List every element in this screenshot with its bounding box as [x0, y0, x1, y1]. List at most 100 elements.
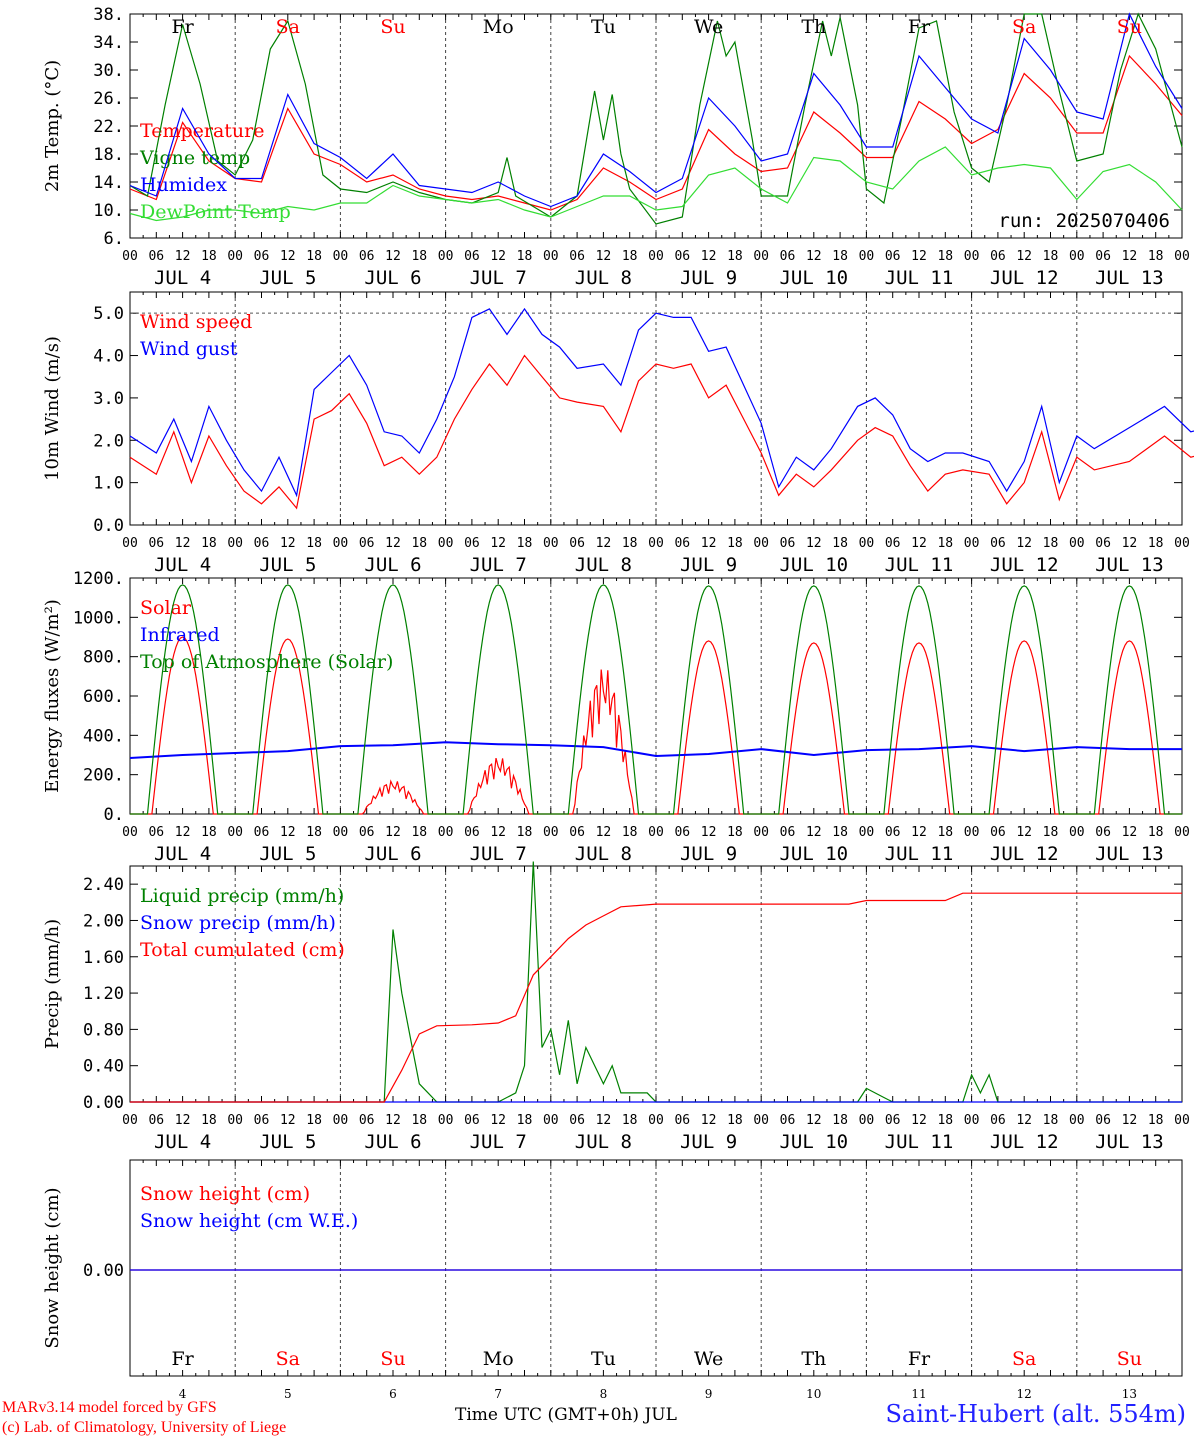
weekday-label-bottom: Fr — [908, 1348, 931, 1370]
hour-label: 00 — [964, 536, 980, 551]
y-tick-label: 2.00 — [83, 911, 124, 931]
hour-label: 12 — [596, 536, 612, 551]
hour-label: 00 — [753, 1113, 769, 1128]
weekday-label-top: Tu — [591, 16, 616, 38]
hour-label: 06 — [569, 536, 585, 551]
day-number-label: 8 — [600, 1387, 608, 1401]
y-tick-label: 4.0 — [93, 347, 124, 367]
day-label: JUL 11 — [885, 843, 954, 865]
hour-label: 00 — [964, 1113, 980, 1128]
day-label: JUL 11 — [885, 554, 954, 576]
hour-label: 00 — [438, 1113, 454, 1128]
hour-label: 12 — [1122, 249, 1138, 264]
hour-label: 00 — [333, 1113, 349, 1128]
day-label: JUL 4 — [154, 554, 211, 576]
hour-label: 18 — [937, 249, 953, 264]
hour-label: 06 — [674, 825, 690, 840]
y-tick-label: 1.20 — [83, 984, 124, 1004]
model-credit: MARv3.14 model forced by GFS (c) Lab. of… — [2, 1398, 286, 1438]
y-tick-label: 3.0 — [93, 389, 124, 409]
hour-label: 18 — [832, 249, 848, 264]
hour-label: 06 — [148, 825, 164, 840]
weekday-label-top: Th — [801, 16, 826, 38]
hour-label: 06 — [464, 1113, 480, 1128]
hour-label: 12 — [701, 536, 717, 551]
legend-entry: Total cumulated (cm) — [140, 939, 345, 961]
hour-label: 00 — [1069, 249, 1085, 264]
legend-entry: Wind speed — [140, 311, 252, 333]
hour-label: 12 — [701, 1113, 717, 1128]
hour-label: 00 — [859, 536, 875, 551]
y-tick-label: 2.0 — [93, 431, 124, 451]
weekday-label-bottom: Su — [1117, 1348, 1142, 1370]
day-label: JUL 12 — [990, 267, 1059, 289]
hour-label: 12 — [701, 249, 717, 264]
panel-3: 0. 200. 400. 600. 800. 1000. 1200. Energy fluxe… — [42, 569, 1190, 865]
day-label: JUL 13 — [1095, 554, 1164, 576]
hour-label: 06 — [359, 249, 375, 264]
hour-label: 00 — [1174, 825, 1190, 840]
hour-label: 00 — [753, 249, 769, 264]
y-tick-label: 1.60 — [83, 948, 124, 968]
y-tick-label: 2.40 — [83, 875, 124, 895]
hour-label: 18 — [727, 249, 743, 264]
hour-label: 18 — [1043, 825, 1059, 840]
y-tick-label: 1.0 — [93, 474, 124, 494]
y-axis-label: 10m Wind (m/s) — [42, 336, 63, 481]
hour-label: 18 — [727, 825, 743, 840]
hour-label: 00 — [859, 249, 875, 264]
hour-label: 12 — [596, 249, 612, 264]
panel-4: 0.00 0.40 0.80 1.20 1.60 2.00 2.40 Precip (mm/h… — [42, 861, 1190, 1153]
y-tick-label: 0.0 — [93, 516, 124, 536]
day-label: JUL 13 — [1095, 267, 1164, 289]
hour-label: 06 — [885, 536, 901, 551]
hour-label: 06 — [148, 536, 164, 551]
hour-label: 00 — [859, 1113, 875, 1128]
hour-label: 06 — [1095, 825, 1111, 840]
hour-label: 00 — [227, 249, 243, 264]
day-label: JUL 5 — [259, 554, 316, 576]
hour-label: 06 — [674, 249, 690, 264]
hour-label: 18 — [411, 1113, 427, 1128]
hour-label: 06 — [359, 1113, 375, 1128]
hour-label: 00 — [543, 249, 559, 264]
hour-label: 18 — [517, 249, 533, 264]
hour-label: 00 — [648, 1113, 664, 1128]
weekday-label-top: Su — [380, 16, 405, 38]
day-number-label: 5 — [284, 1387, 292, 1401]
hour-label: 12 — [701, 825, 717, 840]
day-label: JUL 7 — [470, 267, 527, 289]
series-line-1 — [129, 307, 1194, 498]
hour-label: 06 — [674, 1113, 690, 1128]
legend-entry: Snow height (cm) — [140, 1183, 310, 1205]
hour-label: 06 — [359, 825, 375, 840]
hour-label: 18 — [937, 1113, 953, 1128]
y-tick-label: 0. — [104, 805, 124, 825]
hour-label: 00 — [438, 249, 454, 264]
hour-label: 12 — [490, 825, 506, 840]
hour-label: 18 — [622, 249, 638, 264]
y-tick-label: 6. — [104, 229, 124, 249]
y-tick-label: 22. — [93, 117, 124, 137]
day-label: JUL 11 — [885, 267, 954, 289]
hour-label: 12 — [280, 825, 296, 840]
hour-label: 00 — [648, 825, 664, 840]
hour-label: 18 — [201, 249, 217, 264]
weekday-label-top: We — [694, 16, 723, 38]
hour-label: 12 — [1016, 825, 1032, 840]
day-label: JUL 9 — [680, 554, 737, 576]
y-tick-label: 200. — [83, 766, 124, 786]
hour-label: 18 — [937, 825, 953, 840]
hour-label: 00 — [753, 825, 769, 840]
y-tick-label: 1000. — [73, 608, 124, 628]
hour-label: 06 — [254, 249, 270, 264]
day-label: JUL 5 — [259, 1131, 316, 1153]
hour-label: 00 — [227, 1113, 243, 1128]
day-label: JUL 7 — [470, 554, 527, 576]
day-number-label: 10 — [806, 1387, 821, 1401]
day-number-label: 12 — [1017, 1387, 1032, 1401]
hour-label: 12 — [280, 536, 296, 551]
legend-entry: Infrared — [140, 624, 220, 646]
hour-label: 12 — [490, 536, 506, 551]
